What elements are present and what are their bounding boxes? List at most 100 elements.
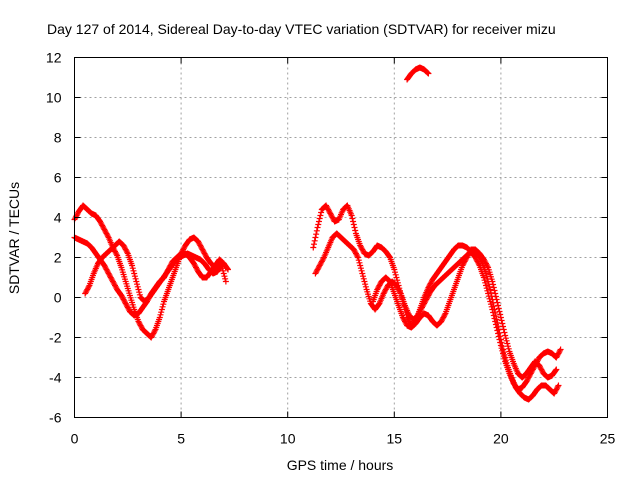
data-point xyxy=(497,333,504,340)
data-point xyxy=(131,270,138,277)
data-point xyxy=(425,70,432,77)
data-point xyxy=(136,291,143,298)
plot-frame xyxy=(74,57,608,418)
data-point xyxy=(350,218,357,225)
x-tick-label: 15 xyxy=(387,431,403,447)
data-point xyxy=(354,253,361,260)
data-point xyxy=(392,269,399,276)
data-point xyxy=(85,283,92,290)
data-point xyxy=(356,259,363,266)
data-point xyxy=(492,293,499,300)
data-point xyxy=(494,319,501,326)
y-tick-label: 6 xyxy=(54,170,62,186)
data-point xyxy=(160,301,167,308)
data-point xyxy=(135,286,142,293)
data-point xyxy=(157,311,164,318)
y-tick-label: -4 xyxy=(49,370,62,386)
data-point xyxy=(151,327,158,334)
data-point xyxy=(485,290,492,297)
data-point xyxy=(348,212,355,219)
data-point xyxy=(362,283,369,290)
data-point xyxy=(499,320,506,327)
data-point xyxy=(441,311,448,318)
data-point xyxy=(129,262,136,269)
data-point xyxy=(349,215,356,222)
data-point xyxy=(350,221,357,228)
data-point xyxy=(317,212,324,219)
data-point xyxy=(491,287,498,294)
data-point xyxy=(503,337,510,344)
data-point xyxy=(134,281,141,288)
data-point xyxy=(498,317,505,324)
data-point xyxy=(492,309,499,316)
data-point xyxy=(113,251,120,258)
data-point xyxy=(500,346,507,353)
data-point xyxy=(394,277,401,284)
data-point xyxy=(316,215,323,222)
y-tick-label: 10 xyxy=(46,90,62,106)
data-point xyxy=(504,340,511,347)
data-point xyxy=(490,303,497,310)
y-tick-label: 4 xyxy=(54,210,62,226)
data-point xyxy=(311,237,318,244)
data-point xyxy=(225,266,232,273)
data-point xyxy=(483,285,490,292)
data-point xyxy=(313,227,320,234)
series-arc-3 xyxy=(82,238,229,305)
data-point xyxy=(357,262,364,269)
data-point xyxy=(158,306,165,313)
data-point xyxy=(490,284,497,291)
data-point xyxy=(314,224,321,231)
data-point xyxy=(497,314,504,321)
y-tick-label: 12 xyxy=(46,50,62,66)
data-point xyxy=(556,347,563,354)
y-tick-label: 8 xyxy=(54,130,62,146)
data-point xyxy=(554,383,561,390)
data-point xyxy=(310,244,317,251)
data-point xyxy=(312,234,319,241)
data-point xyxy=(552,367,559,374)
data-point xyxy=(159,303,166,310)
x-axis-label: GPS time / hours xyxy=(287,457,394,473)
data-point xyxy=(392,271,399,278)
y-axis-label: SDTVAR / TECUs xyxy=(6,182,22,294)
data-point xyxy=(496,308,503,315)
data-point xyxy=(218,262,225,269)
data-point xyxy=(493,296,500,303)
data-point xyxy=(502,354,509,361)
y-tick-label: -6 xyxy=(49,410,62,426)
data-point xyxy=(391,266,398,273)
axis-ticks: 0 5 10 15 20 25 -6 -4 -2 0 2 4 6 8 10 12 xyxy=(46,50,616,447)
data-point xyxy=(495,305,502,312)
data-point xyxy=(313,231,320,238)
data-point xyxy=(483,273,490,280)
x-tick-label: 20 xyxy=(493,431,509,447)
data-point xyxy=(500,323,507,330)
data-point xyxy=(220,267,227,274)
data-point xyxy=(487,286,494,293)
data-point xyxy=(482,270,489,277)
data-point xyxy=(555,382,562,389)
data-point xyxy=(498,339,505,346)
data-point xyxy=(355,257,362,264)
x-tick-label: 10 xyxy=(280,431,296,447)
data-point xyxy=(502,332,509,339)
data-point xyxy=(505,345,512,352)
data-point xyxy=(360,275,367,282)
data-point xyxy=(315,221,322,228)
data-point xyxy=(501,329,508,336)
data-point xyxy=(497,336,504,343)
data-point xyxy=(133,278,140,285)
data-point xyxy=(553,366,560,373)
data-point xyxy=(131,273,138,280)
x-tick-label: 25 xyxy=(600,431,616,447)
x-tick-label: 0 xyxy=(71,431,79,447)
data-point xyxy=(357,265,364,272)
y-tick-label: 0 xyxy=(54,290,62,306)
data-point xyxy=(359,270,366,277)
data-point xyxy=(481,277,488,284)
data-point xyxy=(352,227,359,234)
data-series xyxy=(71,64,564,403)
data-point xyxy=(499,343,506,350)
